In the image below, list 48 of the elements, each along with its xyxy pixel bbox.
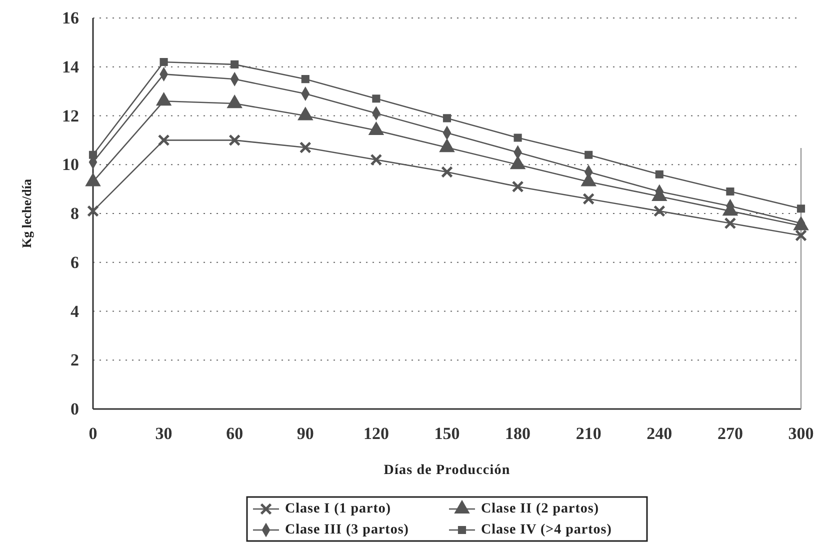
x-tick-label: 270	[717, 424, 743, 443]
y-tick-label: 4	[70, 302, 80, 321]
point	[372, 94, 380, 103]
point	[442, 114, 452, 122]
x-tick-label: 120	[363, 424, 389, 443]
x-tick-label: 90	[296, 424, 314, 443]
x-tick-label: 30	[155, 424, 172, 443]
y-tick-label: 8	[70, 204, 79, 223]
point	[512, 180, 524, 193]
point	[582, 192, 595, 205]
x-tick-label: 180	[505, 424, 531, 443]
x-axis-title: Días de Producción	[384, 463, 510, 478]
x-tick-label: 240	[646, 424, 672, 443]
x-tick-label: 60	[226, 424, 244, 443]
point	[653, 205, 666, 218]
point	[726, 187, 734, 196]
x-tick-label: 210	[576, 424, 602, 443]
y-tick-label: 12	[62, 106, 79, 126]
point	[299, 142, 312, 154]
point	[514, 134, 522, 142]
point	[796, 204, 806, 213]
point	[795, 230, 807, 242]
x-tick-label: 300	[788, 424, 814, 443]
x-tick-label: 150	[434, 424, 460, 443]
point	[724, 217, 736, 230]
point	[655, 170, 664, 178]
point	[160, 58, 168, 66]
point	[301, 75, 310, 84]
point	[88, 150, 98, 159]
y-tick-label: 2	[70, 350, 79, 370]
point	[230, 60, 239, 68]
y-tick-label: 10	[62, 155, 79, 174]
y-tick-label: 0	[70, 400, 79, 418]
point	[87, 205, 99, 218]
y-axis-title: Kg leche/día	[19, 178, 34, 248]
y-tick-label: 14	[62, 57, 80, 76]
legend-label: Clase III (3 partos)	[285, 522, 409, 538]
y-tick-label: 6	[70, 252, 79, 272]
y-tick-label: 16	[62, 8, 79, 28]
legend-label: Clase I (1 parto)	[285, 502, 392, 516]
point	[228, 134, 241, 146]
x-tick-label: 0	[88, 424, 98, 443]
point	[441, 166, 453, 178]
point	[584, 150, 593, 159]
legend-label: Clase II (2 partos)	[481, 502, 599, 516]
legend-label: Clase IV (>4 partos)	[481, 522, 612, 538]
point	[370, 154, 382, 166]
point	[158, 134, 170, 146]
